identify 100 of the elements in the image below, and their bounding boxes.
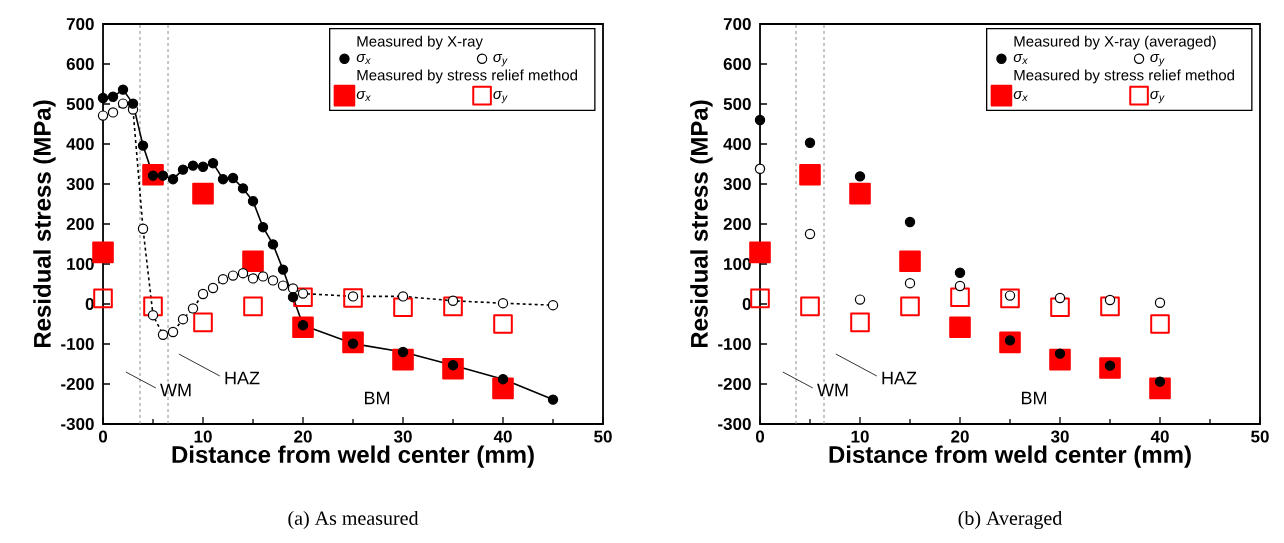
x-tick-label: 50 xyxy=(1251,430,1269,443)
point xyxy=(954,267,966,278)
point xyxy=(1104,294,1116,306)
point xyxy=(107,107,119,118)
y-tick-label: 100 xyxy=(67,257,94,271)
annotation: BM xyxy=(364,391,390,405)
legend-label: σ$_{x}$ xyxy=(1013,54,1028,65)
point xyxy=(267,239,279,250)
point xyxy=(900,296,920,317)
y-tick-label: 700 xyxy=(66,17,94,31)
point xyxy=(187,303,199,314)
point xyxy=(217,273,229,285)
point xyxy=(257,222,269,233)
annotation: HAZ xyxy=(225,371,260,385)
y-tick-label: 400 xyxy=(66,137,94,151)
y-tick-label: 500 xyxy=(723,97,751,111)
point xyxy=(754,163,766,174)
point xyxy=(497,297,509,309)
point xyxy=(800,296,820,317)
point xyxy=(293,287,313,307)
y-tick-label: -200 xyxy=(61,377,94,391)
point xyxy=(97,110,109,121)
annotation: Measured by X-ray xyxy=(357,35,483,50)
point xyxy=(1050,297,1070,317)
annotation: HAZ xyxy=(882,371,917,385)
point xyxy=(1154,297,1166,308)
point xyxy=(207,158,219,169)
point xyxy=(854,294,866,305)
x-axis-title: Distance from weld center (mm) xyxy=(172,445,534,468)
x-tick-label: 30 xyxy=(393,430,412,443)
y-tick-label: 300 xyxy=(66,177,94,191)
point xyxy=(217,174,229,185)
point xyxy=(343,288,363,308)
annotation: WM xyxy=(817,383,848,397)
y-axis-title: Residual stress (MPa) xyxy=(33,100,56,348)
point xyxy=(854,171,866,182)
point xyxy=(1150,314,1170,334)
point xyxy=(137,223,149,234)
x-tick-label: 0 xyxy=(98,430,108,443)
point xyxy=(207,282,219,294)
y-tick-label: 200 xyxy=(723,217,751,231)
point xyxy=(237,267,249,279)
x-axis-title: Distance from weld center (mm) xyxy=(829,445,1191,468)
point xyxy=(447,295,459,306)
y-tick-label: 200 xyxy=(66,217,94,231)
point xyxy=(497,373,509,385)
point xyxy=(243,296,263,317)
y-tick-label: -300 xyxy=(718,417,751,431)
point xyxy=(949,316,971,338)
annotation: WM xyxy=(160,383,191,397)
point xyxy=(92,241,114,264)
legend-label: σ$_{y}$ xyxy=(1150,54,1165,67)
point xyxy=(750,288,770,309)
point xyxy=(1154,376,1166,387)
point xyxy=(287,283,299,294)
point xyxy=(1004,335,1016,346)
point xyxy=(192,182,214,205)
legend-label: σ$_{x}$ xyxy=(356,90,371,101)
legend-label: σ$_{y}$ xyxy=(493,54,508,67)
point xyxy=(247,273,259,284)
legend-label: σ$_{y}$ xyxy=(1150,90,1165,104)
point xyxy=(143,296,163,317)
point xyxy=(93,288,113,309)
point xyxy=(1054,348,1066,359)
point xyxy=(1104,360,1116,371)
point xyxy=(117,98,129,109)
legend-label: σ$_{x}$ xyxy=(356,54,371,65)
point xyxy=(127,98,139,109)
point xyxy=(397,291,409,302)
point xyxy=(754,114,766,126)
y-tick-label: 100 xyxy=(724,257,751,271)
point xyxy=(157,329,169,340)
point xyxy=(1100,296,1120,317)
point xyxy=(493,314,513,334)
annotation: Measured by X-ray (averaged) xyxy=(1014,35,1216,50)
x-tick-label: 40 xyxy=(1150,430,1169,443)
point xyxy=(749,241,771,264)
point xyxy=(277,264,289,275)
y-tick-label: 700 xyxy=(723,17,751,31)
point xyxy=(904,277,916,289)
point xyxy=(1000,288,1020,309)
x-tick-label: 20 xyxy=(951,430,969,443)
point xyxy=(177,313,189,325)
y-tick-label: -100 xyxy=(61,337,94,351)
point xyxy=(177,164,189,175)
point xyxy=(904,216,916,228)
y-tick-label: -300 xyxy=(61,417,94,431)
point xyxy=(287,291,299,303)
point xyxy=(804,137,816,148)
point xyxy=(167,326,179,338)
point xyxy=(1054,292,1066,304)
x-tick-label: 20 xyxy=(294,430,312,443)
point xyxy=(297,288,309,299)
y-tick-label: 600 xyxy=(66,57,94,71)
point xyxy=(197,288,209,300)
point xyxy=(447,359,459,371)
y-tick-label: -200 xyxy=(718,377,751,391)
point xyxy=(397,346,409,358)
point xyxy=(117,84,129,95)
legend-label: σ$_{y}$ xyxy=(493,90,508,104)
